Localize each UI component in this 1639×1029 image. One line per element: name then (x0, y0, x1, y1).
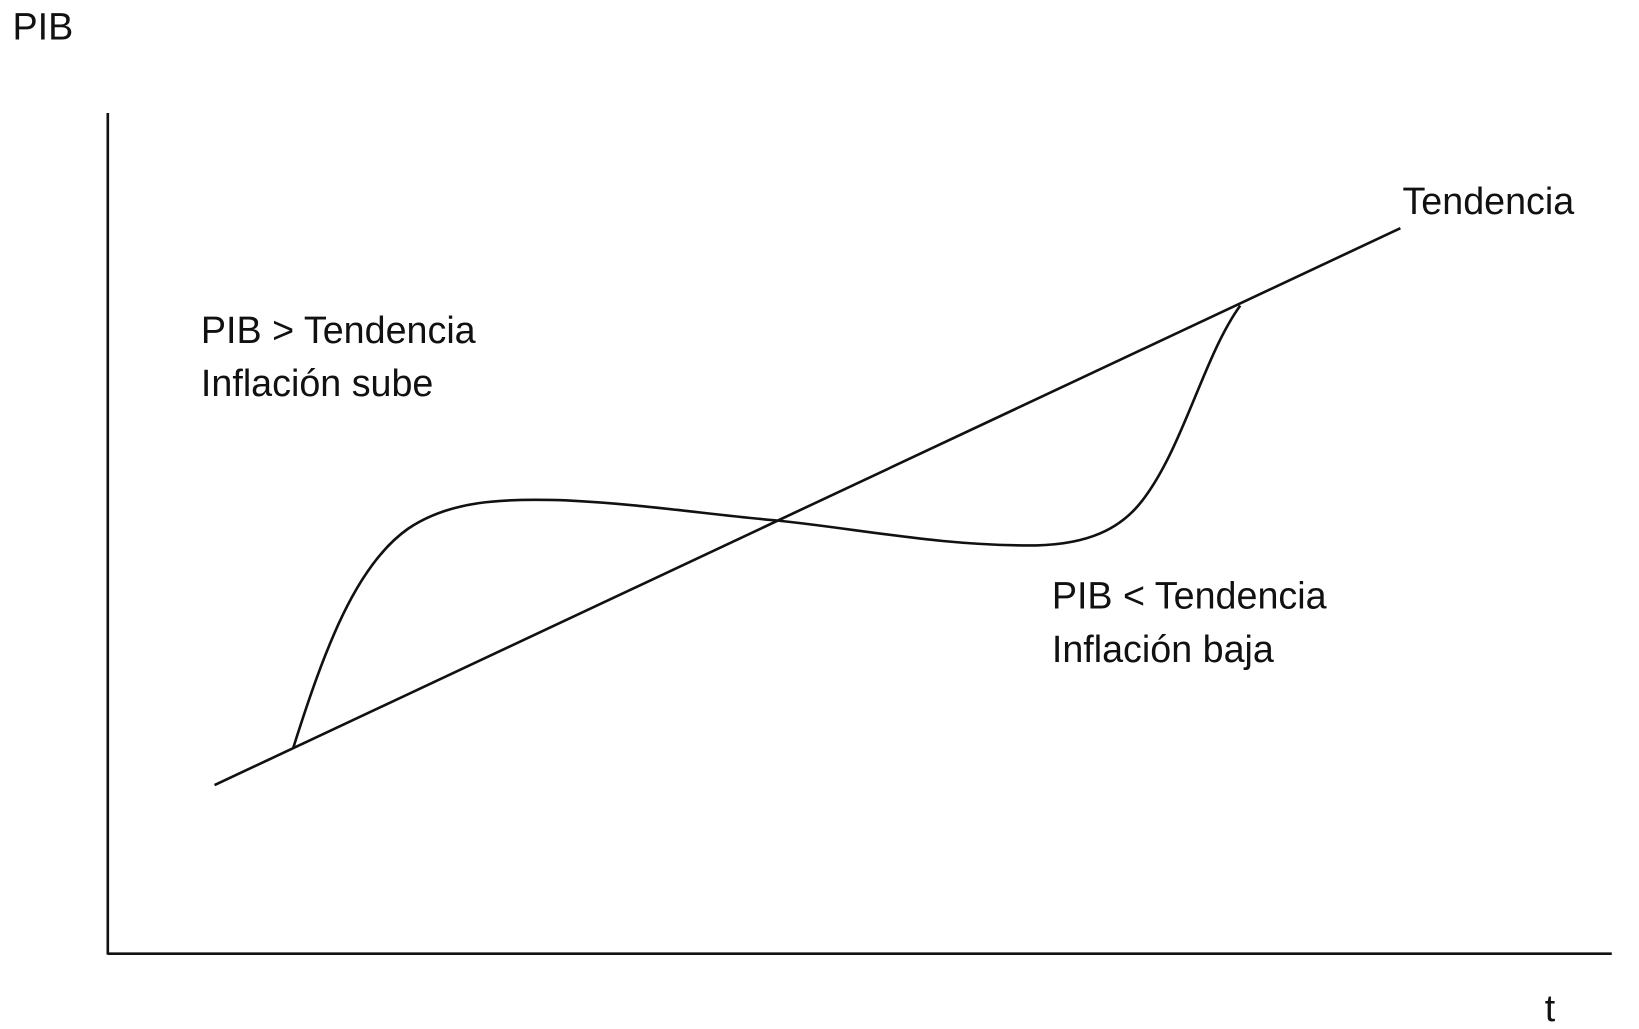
x-axis-label: t (1545, 987, 1556, 1029)
annotation-text: Inflación baja (1052, 628, 1274, 670)
annotation-text: PIB < Tendencia (1052, 575, 1327, 617)
trend-label: Tendencia (1402, 180, 1574, 222)
y-axis-label: PIB (13, 5, 74, 47)
trend-line (214, 227, 1401, 787)
gdp-curve (291, 304, 1242, 749)
annotation-text: Inflación sube (201, 362, 433, 404)
annotation-text: PIB > Tendencia (201, 309, 476, 351)
